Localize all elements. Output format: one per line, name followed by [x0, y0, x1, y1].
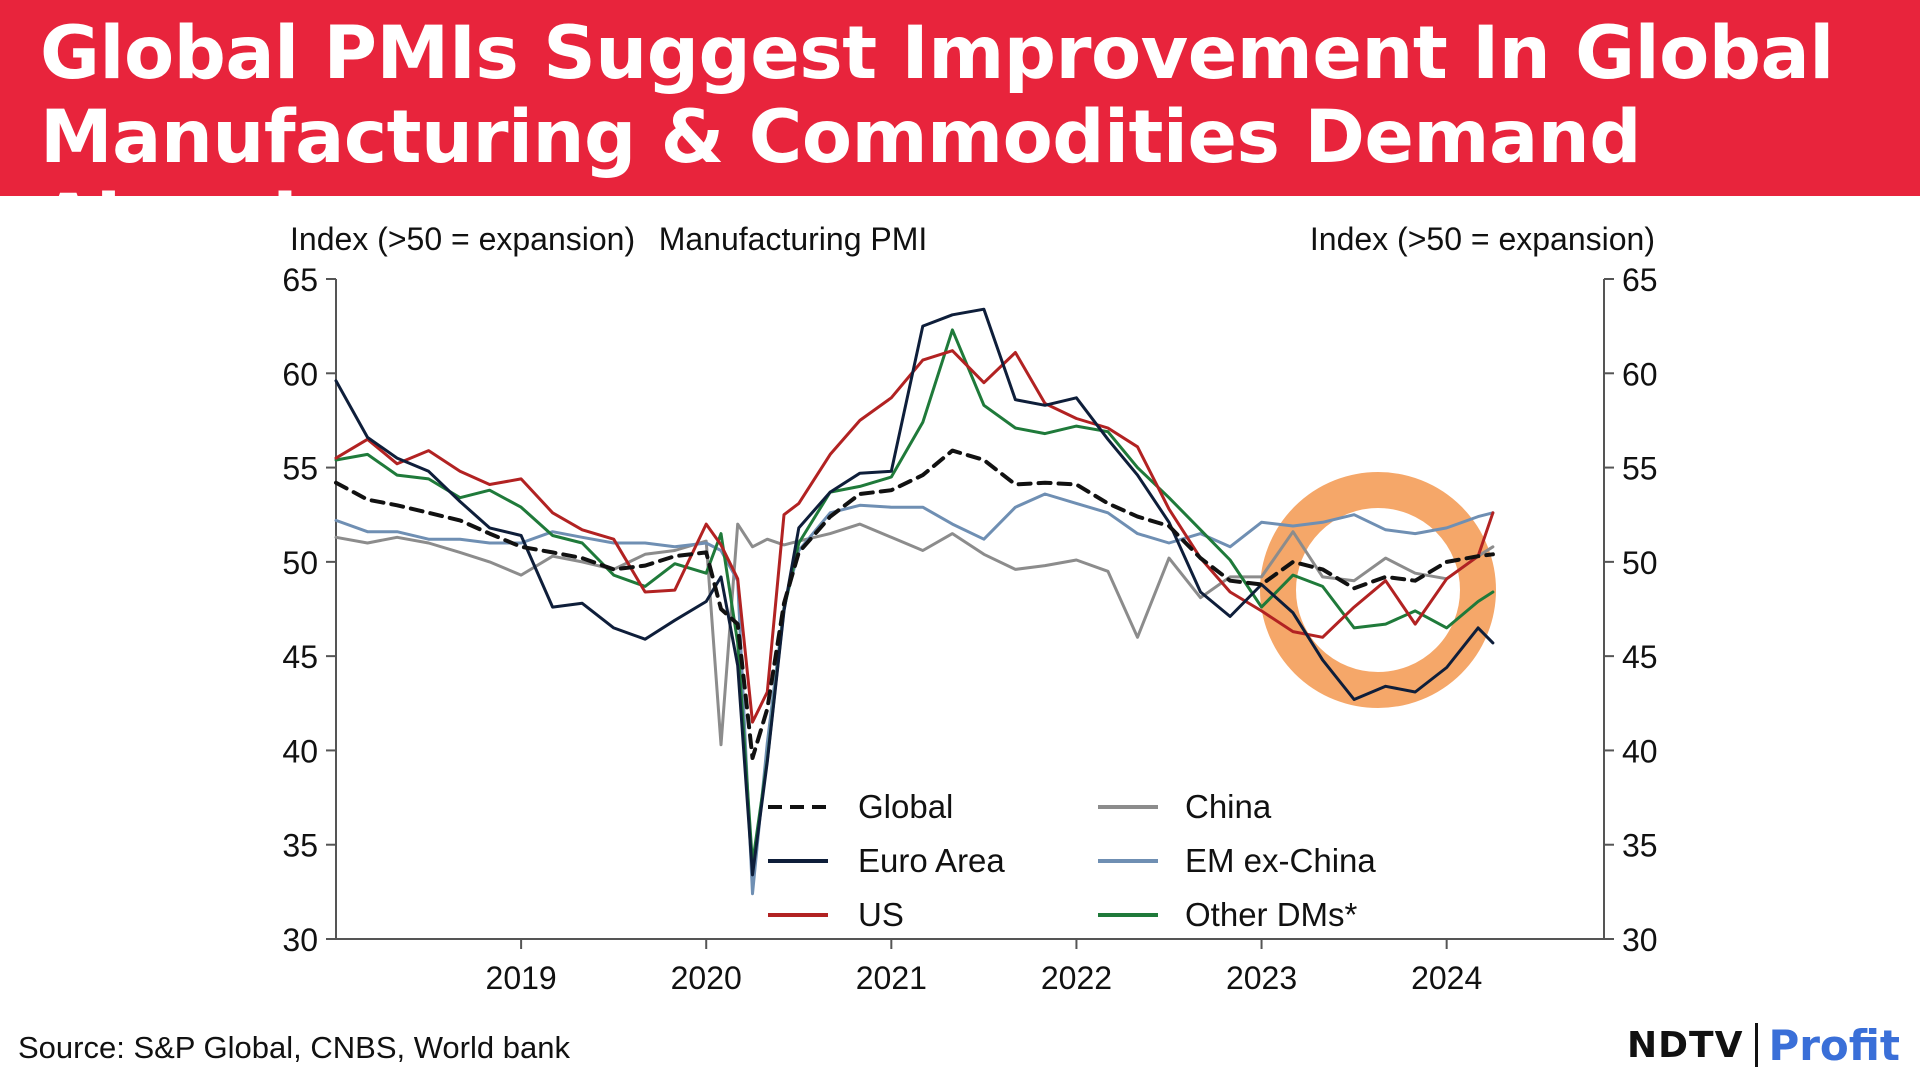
highlight-ring: [1260, 472, 1496, 708]
y-tick-label-left-55: 55: [282, 451, 318, 487]
x-ticks: 2019 2020 2021 2022 2023 2024: [486, 939, 1482, 996]
y-tick-label-left-45: 45: [282, 639, 318, 675]
series-line-china: [334, 522, 1495, 747]
legend-label-euro-area: Euro Area: [858, 842, 1005, 879]
series-line-em-ex-china: [334, 492, 1495, 896]
legend-label-global: Global: [858, 788, 953, 825]
series-line-other-dms: [334, 328, 1495, 866]
series-line-global: [334, 448, 1495, 760]
brand-ndtv: NDTV: [1627, 1024, 1744, 1066]
right-axis-label: Index (>50 = expansion): [1310, 221, 1655, 257]
legend-label-china: China: [1185, 788, 1272, 825]
x-tick-label-2020: 2020: [671, 960, 742, 996]
y-tick-label-right-65: 65: [1622, 262, 1658, 298]
y-ticks: 30 30 35 35 40 40 45 45 50 50 55 55 60 60 65 65: [282, 262, 1657, 958]
chart-title: Manufacturing PMI: [659, 221, 928, 257]
y-tick-label-left-40: 40: [282, 733, 318, 769]
y-tick-label-left-65: 65: [282, 262, 318, 298]
y-tick-label-right-40: 40: [1622, 733, 1658, 769]
y-tick-label-right-50: 50: [1622, 545, 1658, 581]
series-line-us: [334, 349, 1495, 724]
y-tick-label-left-60: 60: [282, 356, 318, 392]
y-tick-label-left-30: 30: [282, 922, 318, 958]
legend-label-other-dms: Other DMs*: [1185, 896, 1358, 933]
brand-separator: [1755, 1023, 1759, 1067]
y-tick-label-right-55: 55: [1622, 451, 1658, 487]
x-tick-label-2019: 2019: [486, 960, 557, 996]
left-axis-label: Index (>50 = expansion): [290, 221, 635, 257]
x-tick-label-2024: 2024: [1411, 960, 1482, 996]
brand-profit: Profit: [1768, 1020, 1900, 1070]
y-tick-label-left-35: 35: [282, 828, 318, 864]
legend: Global Euro Area US China EM ex-China Ot…: [768, 788, 1376, 933]
y-tick-label-right-35: 35: [1622, 828, 1658, 864]
legend-label-em-ex-china: EM ex-China: [1185, 842, 1376, 879]
x-tick-label-2021: 2021: [856, 960, 927, 996]
series-line-euro-area: [334, 307, 1495, 877]
series-lines: [334, 307, 1495, 896]
title-banner: Global PMIs Suggest Improvement In Globa…: [0, 0, 1920, 264]
source-note: Source: S&P Global, CNBS, World bank: [18, 1030, 570, 1065]
x-tick-label-2023: 2023: [1226, 960, 1297, 996]
pmi-chart: Index (>50 = expansion) Manufacturing PM…: [260, 215, 1680, 1015]
x-tick-label-2022: 2022: [1041, 960, 1112, 996]
chart-svg: Index (>50 = expansion) Manufacturing PM…: [282, 221, 1657, 996]
page-title: Global PMIs Suggest Improvement In Globa…: [40, 11, 1834, 264]
brand-logo: NDTV Profit: [1627, 1018, 1900, 1072]
y-tick-label-left-50: 50: [282, 545, 318, 581]
y-tick-label-right-30: 30: [1622, 922, 1658, 958]
y-tick-label-right-60: 60: [1622, 356, 1658, 392]
y-tick-label-right-45: 45: [1622, 639, 1658, 675]
legend-label-us: US: [858, 896, 904, 933]
